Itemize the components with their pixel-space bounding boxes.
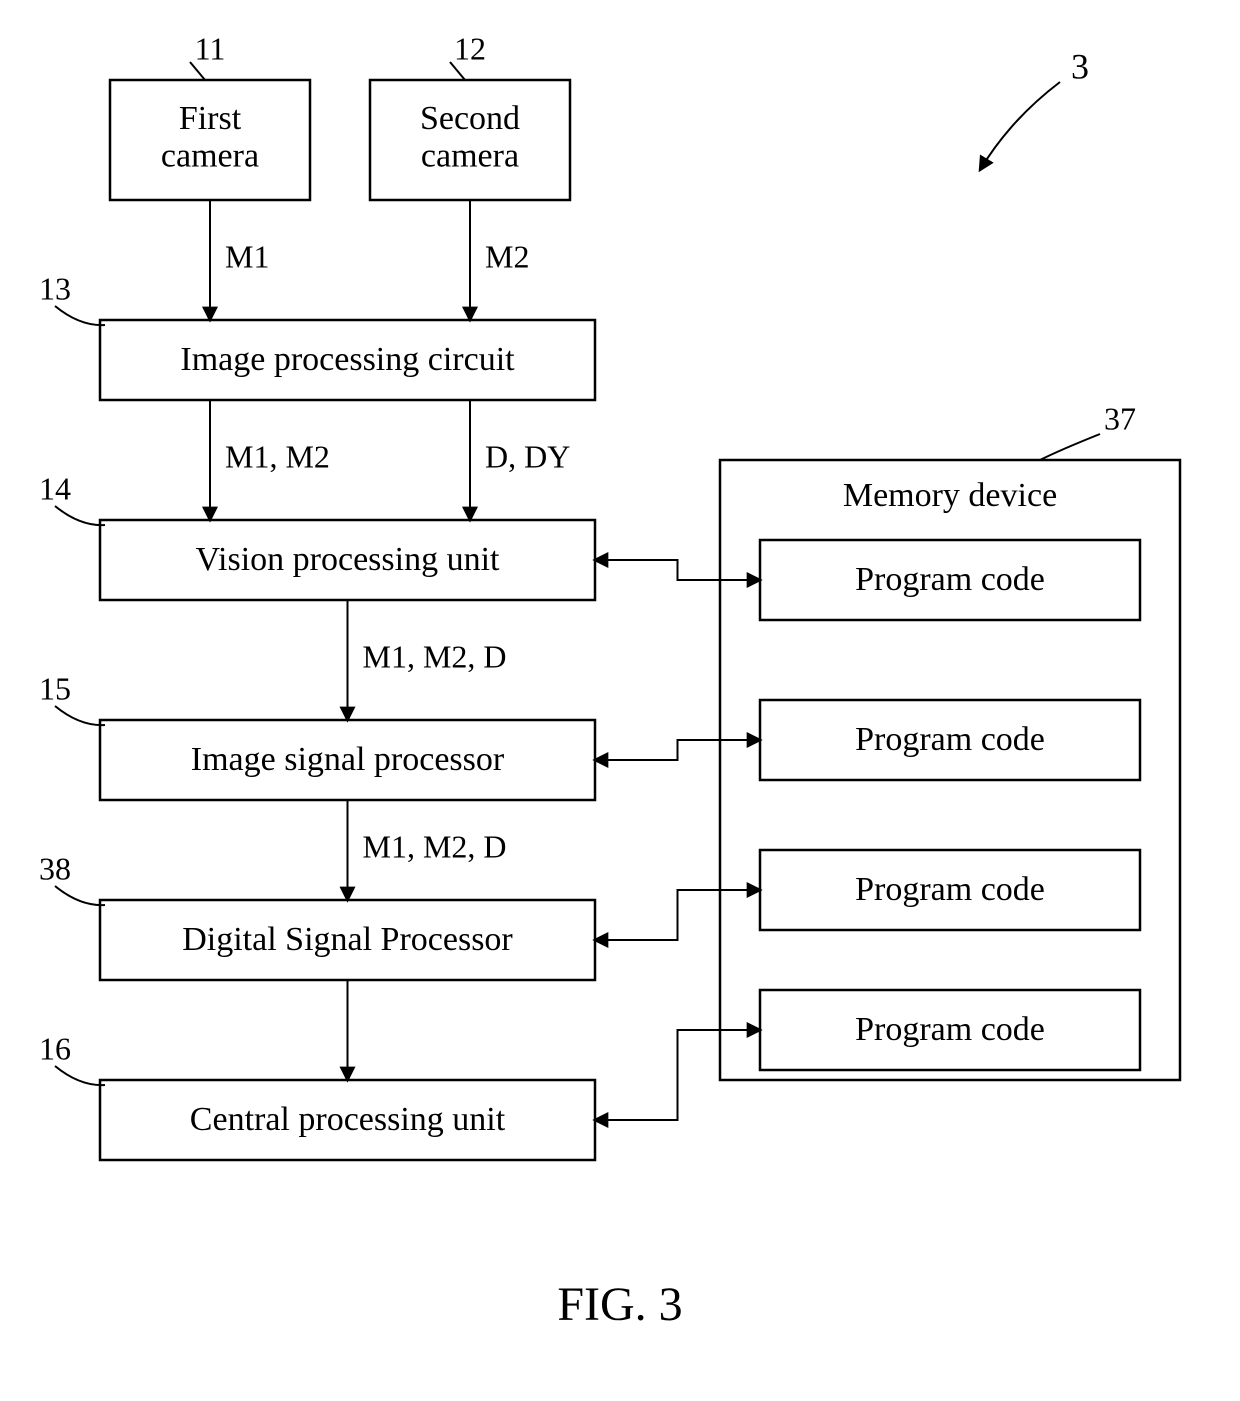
vpu-ref-leader: [55, 506, 105, 525]
isp-ref: 15: [39, 670, 71, 706]
ipc-ref-leader: [55, 306, 105, 325]
edge-m1m2d-a: M1, M2, D: [363, 638, 507, 674]
edge-m1m2: M1, M2: [225, 438, 330, 474]
ipc-label: Image processing circuit: [180, 341, 515, 378]
program-code-label-2: Program code: [855, 871, 1045, 908]
first_camera-label-1: First: [179, 100, 242, 137]
isp-label: Image signal processor: [191, 741, 505, 778]
isp-ref-leader: [55, 706, 105, 725]
program-code-label-1: Program code: [855, 721, 1045, 758]
vpu-label: Vision processing unit: [196, 541, 500, 578]
dsp-label: Digital Signal Processor: [182, 921, 513, 958]
figure-ref-arrow: [980, 82, 1060, 170]
vpu-ref: 14: [39, 470, 71, 506]
dsp-ref: 38: [39, 850, 71, 886]
second_camera-label-2: camera: [421, 137, 519, 174]
memory-label: Memory device: [843, 477, 1057, 514]
cpu-label: Central processing unit: [190, 1101, 506, 1138]
figure-ref: 3: [1071, 46, 1089, 86]
memory-ref: 37: [1104, 400, 1136, 436]
edge-m2: M2: [485, 238, 529, 274]
ipc-ref: 13: [39, 270, 71, 306]
cpu-ref: 16: [39, 1030, 71, 1066]
edge-m1: M1: [225, 238, 269, 274]
figure-caption: FIG. 3: [557, 1278, 682, 1331]
cpu-ref-leader: [55, 1066, 105, 1085]
program-code-label-3: Program code: [855, 1011, 1045, 1048]
memory-ref-leader: [1040, 434, 1100, 460]
second_camera-label-1: Second: [420, 100, 520, 137]
second-camera-ref: 12: [454, 30, 486, 66]
dsp-ref-leader: [55, 886, 105, 905]
edge-ddy: D, DY: [485, 438, 570, 474]
first_camera-label-2: camera: [161, 137, 259, 174]
first-camera-ref: 11: [195, 30, 226, 66]
program-code-label-0: Program code: [855, 561, 1045, 598]
edge-m1m2d-b: M1, M2, D: [363, 828, 507, 864]
block-diagram: FIG. 3 FirstcameraSecondcamera1112Image …: [0, 0, 1240, 1401]
